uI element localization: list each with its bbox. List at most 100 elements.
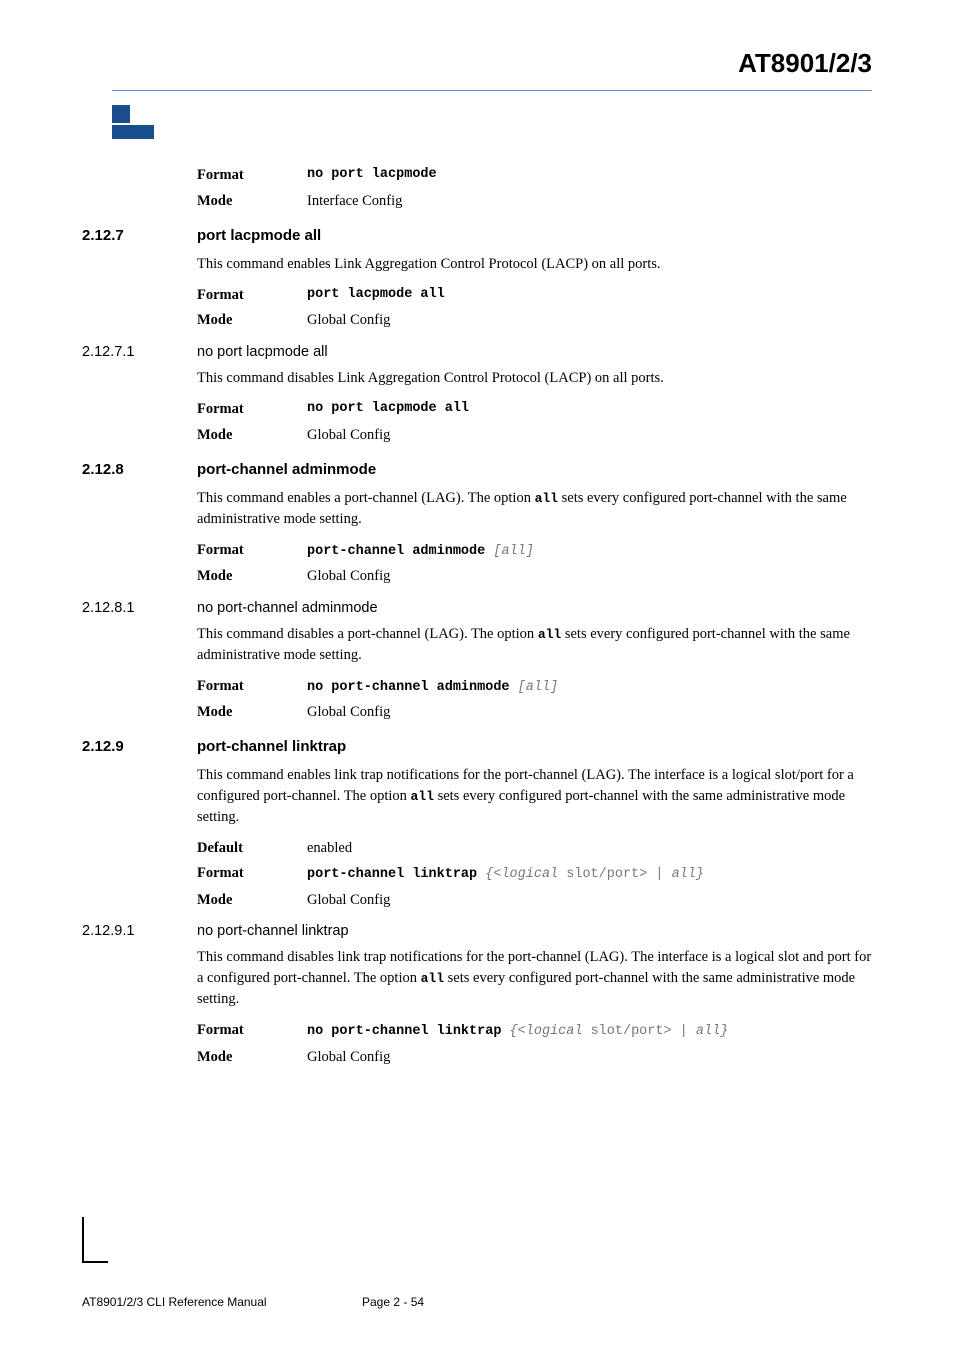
desc-text: This command enables a port-channel (LAG… bbox=[197, 490, 535, 506]
section-title: port-channel linktrap bbox=[197, 738, 346, 755]
definition-list: Format no port-channel linktrap {<logica… bbox=[197, 1020, 872, 1068]
section-description: This command enables Link Aggregation Co… bbox=[197, 254, 872, 275]
subsection-number: 2.12.8.1 bbox=[82, 600, 197, 616]
desc-text: This command disables a port-channel (LA… bbox=[197, 626, 538, 642]
format-literal: slot/port bbox=[566, 867, 639, 882]
mode-row: Mode Global Config bbox=[197, 310, 872, 332]
format-row: Format no port-channel adminmode [all] bbox=[197, 676, 872, 698]
mode-label: Mode bbox=[197, 566, 307, 588]
page-footer: AT8901/2/3 CLI Reference Manual Page 2 -… bbox=[82, 1295, 872, 1309]
mode-value: Global Config bbox=[307, 425, 872, 447]
definition-list: Format port lacpmode all Mode Global Con… bbox=[197, 285, 872, 333]
section-title: port-channel adminmode bbox=[197, 461, 376, 478]
mode-value: Global Config bbox=[307, 566, 872, 588]
format-row: Format port-channel linktrap {<logical s… bbox=[197, 863, 872, 885]
default-row: Default enabled bbox=[197, 838, 872, 860]
format-value: port-channel adminmode [all] bbox=[307, 540, 872, 562]
format-param: > | all} bbox=[639, 867, 704, 882]
format-value: no port lacpmode all bbox=[307, 399, 872, 421]
format-param: {<logical bbox=[510, 1024, 591, 1039]
format-row: Format port-channel adminmode [all] bbox=[197, 540, 872, 562]
section-description: This command enables a port-channel (LAG… bbox=[197, 488, 872, 530]
section-heading: 2.12.7 port lacpmode all bbox=[82, 227, 872, 244]
page-header-title: AT8901/2/3 bbox=[738, 48, 872, 79]
format-label: Format bbox=[197, 165, 307, 187]
section-number: 2.12.7 bbox=[82, 227, 197, 244]
desc-code: all bbox=[535, 491, 558, 506]
format-row: Format no port lacpmode all bbox=[197, 399, 872, 421]
mode-label: Mode bbox=[197, 890, 307, 912]
subsection-heading: 2.12.8.1 no port-channel adminmode bbox=[82, 600, 872, 616]
format-param: [all] bbox=[493, 544, 534, 559]
format-row: Format no port lacpmode bbox=[197, 165, 872, 187]
format-param: > | all} bbox=[663, 1024, 728, 1039]
desc-code: all bbox=[411, 789, 434, 804]
definition-list: Format no port lacpmode Mode Interface C… bbox=[197, 165, 872, 213]
format-literal: slot/port bbox=[591, 1024, 664, 1039]
section-description: This command enables link trap notificat… bbox=[197, 765, 872, 828]
section-heading: 2.12.9 port-channel linktrap bbox=[82, 738, 872, 755]
subsection-number: 2.12.7.1 bbox=[82, 344, 197, 360]
mode-label: Mode bbox=[197, 191, 307, 213]
format-param: {<logical bbox=[485, 867, 566, 882]
footer-corner-icon bbox=[82, 1217, 108, 1263]
mode-value: Global Config bbox=[307, 1047, 872, 1069]
section-title: port lacpmode all bbox=[197, 227, 321, 244]
format-value: no port lacpmode bbox=[307, 165, 872, 187]
subsection-number: 2.12.9.1 bbox=[82, 923, 197, 939]
mode-row: Mode Interface Config bbox=[197, 191, 872, 213]
mode-row: Mode Global Config bbox=[197, 890, 872, 912]
mode-label: Mode bbox=[197, 1047, 307, 1069]
format-label: Format bbox=[197, 1020, 307, 1042]
mode-label: Mode bbox=[197, 425, 307, 447]
mode-value: Interface Config bbox=[307, 191, 872, 213]
format-label: Format bbox=[197, 676, 307, 698]
format-value: no port-channel adminmode [all] bbox=[307, 676, 872, 698]
mode-value: Global Config bbox=[307, 702, 872, 724]
format-param: [all] bbox=[518, 680, 559, 695]
definition-list: Format port-channel adminmode [all] Mode… bbox=[197, 540, 872, 588]
format-command: port-channel adminmode bbox=[307, 544, 493, 559]
mode-row: Mode Global Config bbox=[197, 425, 872, 447]
definition-list: Default enabled Format port-channel link… bbox=[197, 838, 872, 912]
format-label: Format bbox=[197, 863, 307, 885]
mode-row: Mode Global Config bbox=[197, 566, 872, 588]
mode-value: Global Config bbox=[307, 890, 872, 912]
page-content: Format no port lacpmode Mode Interface C… bbox=[82, 165, 872, 1080]
header-rule bbox=[112, 90, 872, 91]
definition-list: Format no port lacpmode all Mode Global … bbox=[197, 399, 872, 447]
format-row: Format no port-channel linktrap {<logica… bbox=[197, 1020, 872, 1042]
format-command: port-channel linktrap bbox=[307, 867, 485, 882]
subsection-title: no port lacpmode all bbox=[197, 344, 328, 360]
mode-value: Global Config bbox=[307, 310, 872, 332]
section-number: 2.12.9 bbox=[82, 738, 197, 755]
mode-label: Mode bbox=[197, 702, 307, 724]
subsection-title: no port-channel adminmode bbox=[197, 600, 378, 616]
logo-icon bbox=[112, 105, 154, 147]
subsection-description: This command disables a port-channel (LA… bbox=[197, 624, 872, 666]
format-value: no port-channel linktrap {<logical slot/… bbox=[307, 1020, 872, 1042]
format-command: no port-channel adminmode bbox=[307, 680, 518, 695]
section-number: 2.12.8 bbox=[82, 461, 197, 478]
format-value: port-channel linktrap {<logical slot/por… bbox=[307, 863, 872, 885]
subsection-heading: 2.12.7.1 no port lacpmode all bbox=[82, 344, 872, 360]
format-label: Format bbox=[197, 399, 307, 421]
desc-code: all bbox=[421, 971, 444, 986]
default-value: enabled bbox=[307, 838, 872, 860]
mode-row: Mode Global Config bbox=[197, 1047, 872, 1069]
footer-page-number: Page 2 - 54 bbox=[362, 1295, 424, 1309]
definition-list: Format no port-channel adminmode [all] M… bbox=[197, 676, 872, 724]
subsection-title: no port-channel linktrap bbox=[197, 923, 349, 939]
subsection-description: This command disables link trap notifica… bbox=[197, 947, 872, 1010]
default-label: Default bbox=[197, 838, 307, 860]
mode-label: Mode bbox=[197, 310, 307, 332]
mode-row: Mode Global Config bbox=[197, 702, 872, 724]
desc-code: all bbox=[538, 627, 561, 642]
subsection-heading: 2.12.9.1 no port-channel linktrap bbox=[82, 923, 872, 939]
subsection-description: This command disables Link Aggregation C… bbox=[197, 368, 872, 389]
format-value: port lacpmode all bbox=[307, 285, 872, 307]
format-label: Format bbox=[197, 285, 307, 307]
format-label: Format bbox=[197, 540, 307, 562]
section-heading: 2.12.8 port-channel adminmode bbox=[82, 461, 872, 478]
format-command: no port-channel linktrap bbox=[307, 1024, 510, 1039]
